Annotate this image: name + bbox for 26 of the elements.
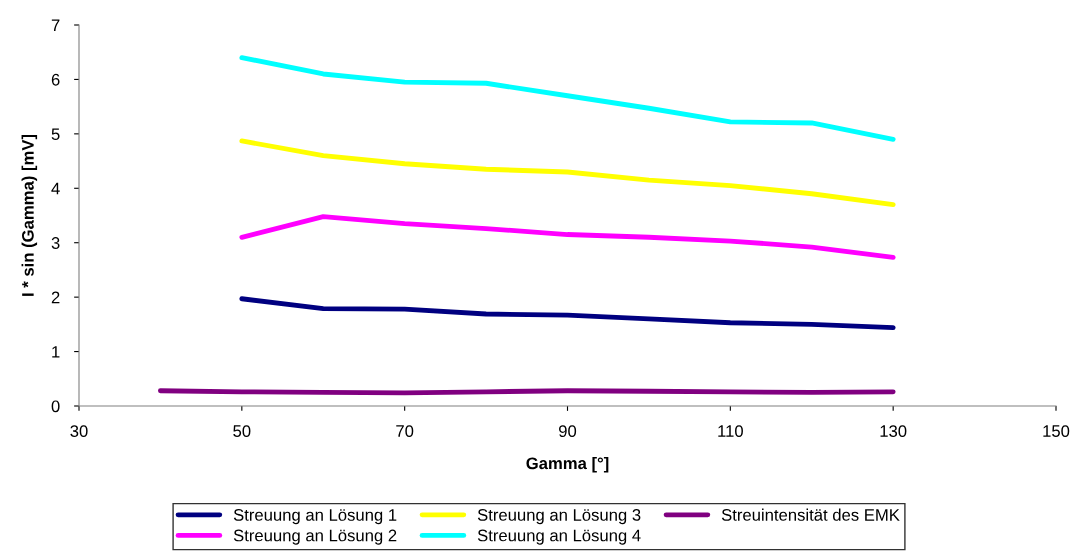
x-tick-label: 30 [70, 425, 88, 437]
y-tick-label: 1 [52, 346, 60, 358]
line-series [239, 138, 896, 208]
x-tick-label: 150 [1043, 425, 1070, 437]
y-axis-title: I * sin (Gamma) [mV] [21, 134, 38, 296]
legend-label: Streuintensität des EMK [721, 508, 900, 521]
line-series [239, 214, 896, 260]
x-tick-label: 70 [396, 425, 414, 437]
x-tick-label: 50 [233, 425, 251, 437]
legend-label: Streuung an Lösung 3 [477, 509, 641, 525]
legend-label: Streuung an Lösung 1 [233, 509, 397, 525]
y-tick-label: 2 [51, 291, 60, 304]
y-tick-label: 3 [51, 237, 60, 249]
y-tick-label: 4 [51, 182, 60, 195]
y-tick-label: 5 [51, 128, 60, 141]
line-series [239, 55, 896, 142]
line-series [239, 296, 896, 331]
legend-label: Streuung an Lösung 2 [233, 529, 397, 545]
y-tick-label: 7 [51, 19, 60, 32]
x-axis-title: Gamma [°] [526, 456, 609, 473]
x-tick-label: 110 [718, 425, 743, 437]
y-tick-label: 6 [51, 73, 60, 86]
legend-label: Streuung an Lösung 4 [477, 529, 641, 545]
x-tick-label: 130 [880, 425, 907, 437]
y-tick-label: 0 [51, 400, 60, 413]
x-tick-label: 90 [559, 425, 577, 437]
